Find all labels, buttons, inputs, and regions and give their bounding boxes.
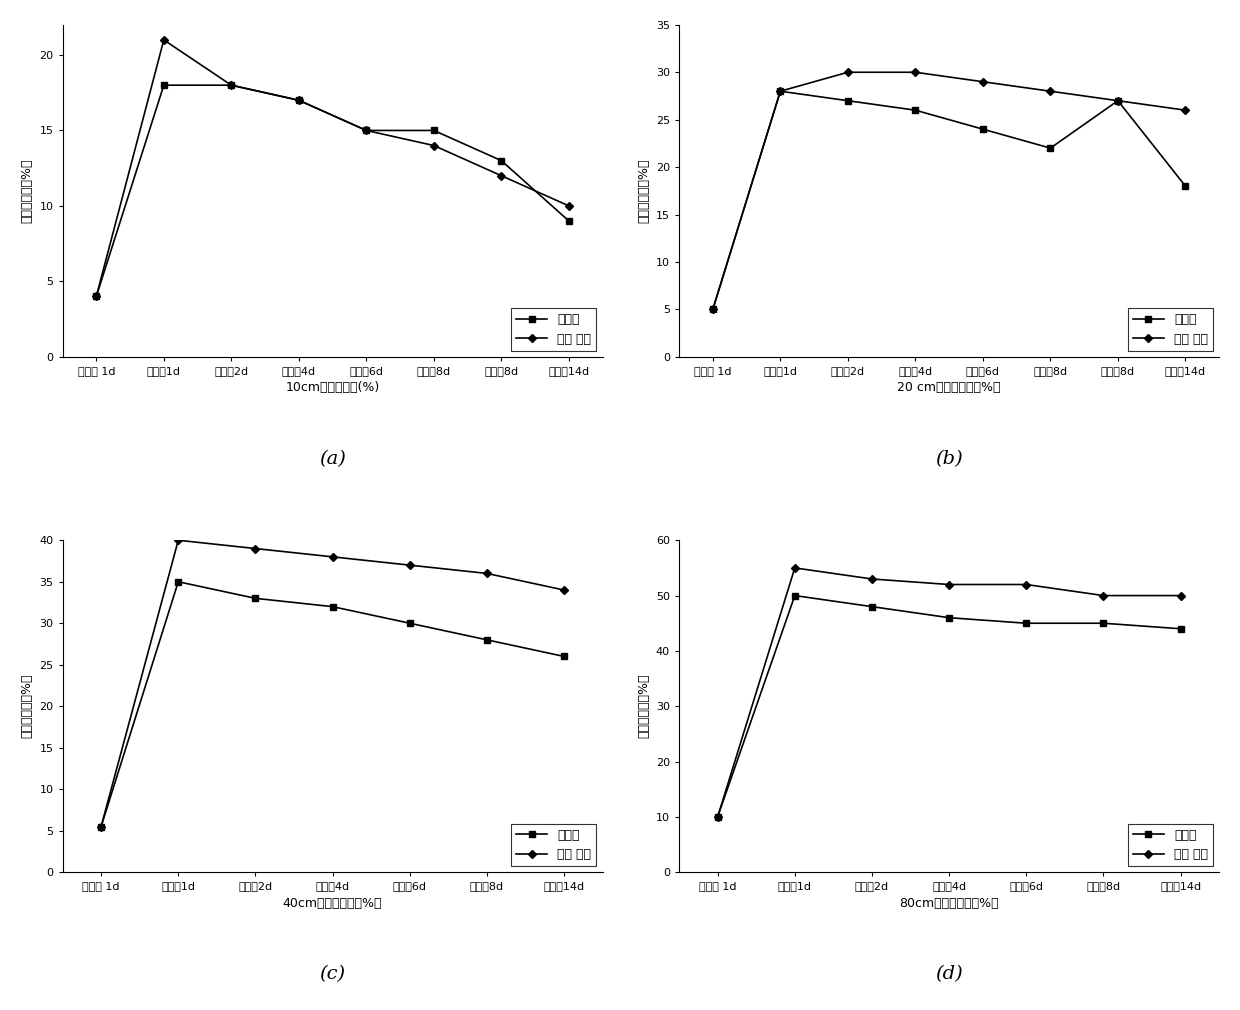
加保 水剂 <box>171 534 186 546</box>
X-axis label: 40cm土层含水率（%）: 40cm土层含水率（%） <box>283 897 382 910</box>
加保 水剂 <box>480 568 495 580</box>
Line: 加保 水剂: 加保 水剂 <box>98 537 567 829</box>
对照组 <box>156 79 171 91</box>
对照组 <box>224 79 239 91</box>
对照组 <box>494 155 508 167</box>
对照组 <box>325 601 340 613</box>
加保 水剂 <box>156 34 171 46</box>
加保 水剂 <box>941 579 956 591</box>
加保 水剂 <box>94 820 109 832</box>
Line: 加保 水剂: 加保 水剂 <box>715 566 1183 820</box>
对照组 <box>94 820 109 832</box>
加保 水剂 <box>358 124 373 136</box>
Y-axis label: 土壤含水率（%）: 土壤含水率（%） <box>637 674 650 738</box>
加保 水剂 <box>427 139 441 152</box>
对照组 <box>1173 623 1188 635</box>
对照组 <box>557 650 572 663</box>
加保 水剂 <box>1173 590 1188 602</box>
加保 水剂 <box>248 542 263 554</box>
Line: 加保 水剂: 加保 水剂 <box>711 70 1188 312</box>
对照组 <box>248 592 263 604</box>
对照组 <box>291 94 306 106</box>
对照组 <box>711 811 725 823</box>
加保 水剂 <box>89 290 104 302</box>
Text: (a): (a) <box>319 449 346 468</box>
Line: 对照组: 对照组 <box>715 593 1183 820</box>
Legend: 对照组, 加保 水剂: 对照组, 加保 水剂 <box>511 824 596 866</box>
对照组 <box>358 124 373 136</box>
Line: 对照组: 对照组 <box>93 83 572 299</box>
加保 水剂 <box>1111 95 1126 107</box>
对照组 <box>1019 617 1034 629</box>
加保 水剂 <box>325 550 340 563</box>
对照组 <box>841 95 856 107</box>
X-axis label: 20 cm土层含水率（%）: 20 cm土层含水率（%） <box>898 382 1001 394</box>
对照组 <box>1178 180 1193 192</box>
加保 水剂 <box>773 85 787 97</box>
加保 水剂 <box>787 562 802 574</box>
对照组 <box>787 590 802 602</box>
加保 水剂 <box>562 200 577 212</box>
加保 水剂 <box>224 79 239 91</box>
加保 水剂 <box>841 67 856 79</box>
对照组 <box>562 215 577 227</box>
Legend: 对照组, 加保 水剂: 对照组, 加保 水剂 <box>1127 308 1213 350</box>
加保 水剂 <box>1178 104 1193 116</box>
加保 水剂 <box>494 170 508 182</box>
Y-axis label: 土壤含水率（%）: 土壤含水率（%） <box>21 674 33 738</box>
加保 水剂 <box>706 303 720 315</box>
对照组 <box>706 303 720 315</box>
Legend: 对照组, 加保 水剂: 对照组, 加保 水剂 <box>1127 824 1213 866</box>
Text: (b): (b) <box>935 449 963 468</box>
加保 水剂 <box>711 811 725 823</box>
对照组 <box>976 123 991 135</box>
对照组 <box>427 124 441 136</box>
X-axis label: 10cm土层含水率(%): 10cm土层含水率(%) <box>285 382 379 394</box>
加保 水剂 <box>976 76 991 88</box>
加保 水剂 <box>1043 85 1058 97</box>
Legend: 对照组, 加保 水剂: 对照组, 加保 水剂 <box>511 308 596 350</box>
对照组 <box>1111 95 1126 107</box>
Text: (d): (d) <box>935 966 963 983</box>
对照组 <box>773 85 787 97</box>
对照组 <box>480 633 495 645</box>
Y-axis label: 土壤含水率（%）: 土壤含水率（%） <box>637 159 650 223</box>
X-axis label: 80cm土层含水率（%）: 80cm土层含水率（%） <box>899 897 999 910</box>
加保 水剂 <box>402 560 417 572</box>
对照组 <box>941 612 956 624</box>
Text: (c): (c) <box>320 966 346 983</box>
Y-axis label: 土壤含水率（%）: 土壤含水率（%） <box>21 159 33 223</box>
对照组 <box>402 617 417 629</box>
加保 水剂 <box>291 94 306 106</box>
对照组 <box>1096 617 1111 629</box>
对照组 <box>1043 142 1058 155</box>
加保 水剂 <box>557 584 572 596</box>
Line: 加保 水剂: 加保 水剂 <box>93 37 572 299</box>
对照组 <box>171 576 186 588</box>
Line: 对照组: 对照组 <box>98 579 567 829</box>
对照组 <box>89 290 104 302</box>
对照组 <box>908 104 923 116</box>
加保 水剂 <box>1096 590 1111 602</box>
对照组 <box>864 601 879 613</box>
Line: 对照组: 对照组 <box>711 89 1188 312</box>
加保 水剂 <box>864 573 879 585</box>
加保 水剂 <box>1019 579 1034 591</box>
加保 水剂 <box>908 67 923 79</box>
